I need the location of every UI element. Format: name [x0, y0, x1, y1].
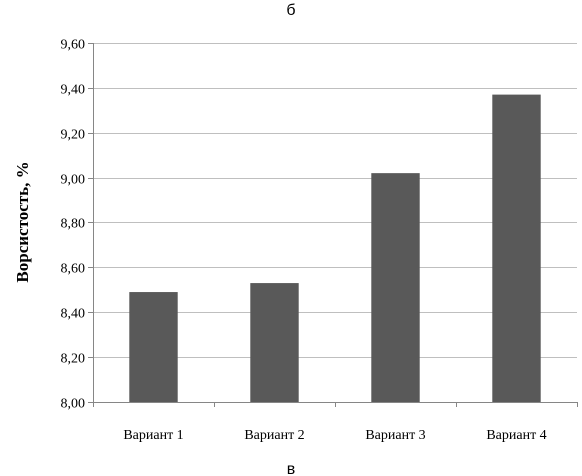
bar-4 [492, 94, 541, 402]
y-tick-label: 9,40 [61, 83, 86, 98]
x-tick-label: Вариант 4 [486, 428, 546, 443]
y-tick-label: 9,20 [61, 128, 86, 143]
caption-top: б [286, 2, 295, 19]
bar-2 [250, 283, 299, 402]
x-tick-label: Вариант 1 [123, 428, 183, 443]
y-tick-label: 8,00 [61, 397, 86, 412]
y-tick-label: 8,20 [61, 352, 86, 367]
y-tick-label: 8,80 [61, 217, 86, 232]
y-tick-label: 8,60 [61, 262, 86, 277]
y-axis-title: Ворсистость, % [13, 161, 32, 282]
bar-1 [129, 292, 178, 402]
x-tick-label: Вариант 2 [244, 428, 304, 443]
bars [129, 94, 541, 402]
y-tick-label: 9,00 [61, 173, 86, 188]
y-tick-label: 8,40 [61, 307, 86, 322]
axes [88, 43, 578, 407]
y-tick-labels: 8,00 8,20 8,40 8,60 8,80 9,00 9,20 9,40 9,60 [61, 38, 86, 412]
x-tick-labels: Вариант 1 Вариант 2 Вариант 3 Вариант 4 [123, 428, 546, 443]
x-tick-label: Вариант 3 [365, 428, 425, 443]
bar-3 [371, 173, 420, 402]
caption-bottom: в [287, 461, 296, 476]
y-tick-label: 9,60 [61, 38, 86, 53]
